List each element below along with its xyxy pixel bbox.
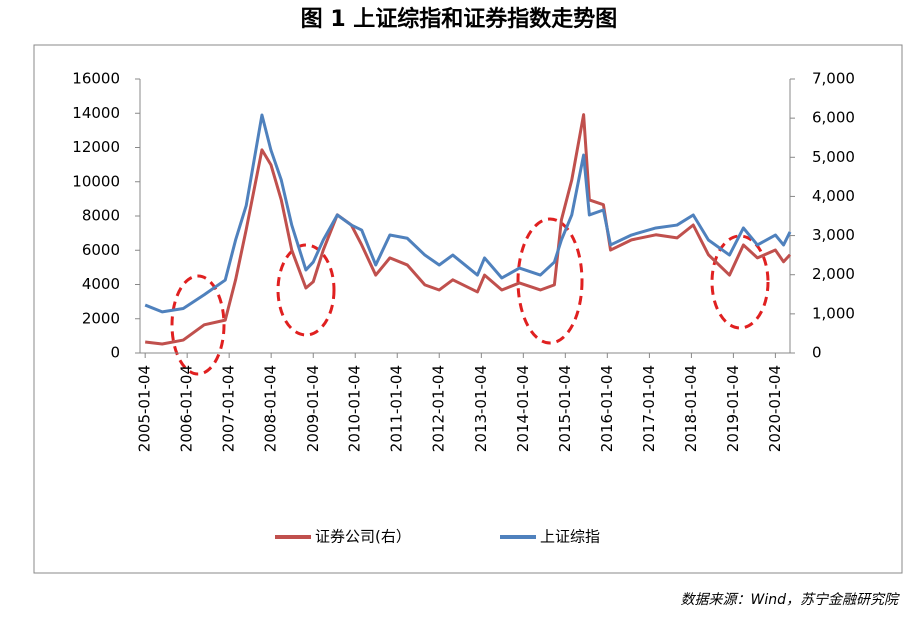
x-tick-label: 2010-01-04 bbox=[346, 365, 364, 452]
y2-tick-label: 5,000 bbox=[812, 148, 855, 166]
y2-tick-label: 0 bbox=[812, 344, 822, 362]
y2-tick-label: 3,000 bbox=[812, 226, 855, 244]
x-tick-label: 2014-01-04 bbox=[514, 365, 532, 452]
y2-tick-label: 4,000 bbox=[812, 187, 855, 205]
chart-frame bbox=[33, 44, 903, 574]
x-tick-label: 2018-01-04 bbox=[682, 365, 700, 452]
chart-title: 图 1 上证综指和证券指数走势图 bbox=[301, 6, 618, 32]
highlight-circle bbox=[710, 234, 770, 330]
y-tick-label: 12000 bbox=[72, 138, 120, 156]
x-tick-label: 2016-01-04 bbox=[598, 365, 616, 452]
y-tick-label: 6000 bbox=[82, 241, 120, 259]
x-tick-label: 2005-01-04 bbox=[136, 365, 154, 452]
x-tick-label: 2011-01-04 bbox=[388, 365, 406, 452]
highlight-circles bbox=[170, 217, 770, 376]
y-tick-label: 4000 bbox=[82, 275, 120, 293]
highlight-circle bbox=[516, 217, 584, 345]
y-tick-label: 0 bbox=[110, 344, 120, 362]
y-tick-label: 16000 bbox=[72, 70, 120, 88]
y2-tick-label: 6,000 bbox=[812, 109, 855, 127]
y2-tick-label: 7,000 bbox=[812, 70, 855, 88]
x-tick-label: 2007-01-04 bbox=[220, 365, 238, 452]
series-line bbox=[144, 113, 792, 314]
legend-label: 证券公司(右） bbox=[315, 528, 411, 546]
y-tick-label: 10000 bbox=[72, 172, 120, 190]
x-tick-label: 2017-01-04 bbox=[640, 365, 658, 452]
y2-tick-label: 2,000 bbox=[812, 265, 855, 283]
y-tick-label: 2000 bbox=[82, 309, 120, 327]
highlight-circle bbox=[276, 243, 336, 337]
series-line bbox=[145, 113, 792, 346]
x-tick-label: 2019-01-04 bbox=[724, 365, 742, 452]
legend-label: 上证综指 bbox=[540, 528, 600, 546]
x-tick-label: 2013-01-04 bbox=[472, 365, 490, 452]
y-tick-label: 14000 bbox=[72, 104, 120, 122]
x-tick-label: 2006-01-04 bbox=[178, 365, 196, 452]
x-tick-label: 2008-01-04 bbox=[262, 365, 280, 452]
x-tick-label: 2012-01-04 bbox=[430, 365, 448, 452]
y-tick-label: 8000 bbox=[82, 207, 120, 225]
highlight-circle bbox=[170, 274, 226, 376]
x-tick-label: 2020-01-04 bbox=[766, 365, 784, 452]
x-tick-label: 2015-01-04 bbox=[556, 365, 574, 452]
source-note: 数据来源：Wind，苏宁金融研究院 bbox=[681, 592, 900, 608]
x-tick-label: 2009-01-04 bbox=[304, 365, 322, 452]
y2-tick-label: 1,000 bbox=[812, 304, 855, 322]
